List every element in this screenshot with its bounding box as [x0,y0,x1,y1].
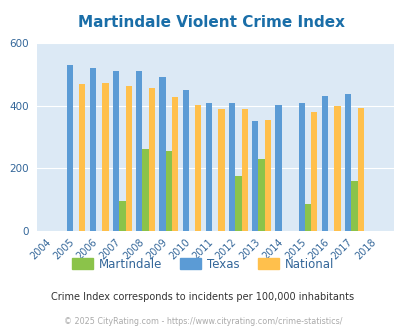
Bar [195,105,201,231]
Bar [165,151,171,231]
Bar [142,149,148,231]
Text: Crime Index corresponds to incidents per 100,000 inhabitants: Crime Index corresponds to incidents per… [51,292,354,302]
Bar [350,181,357,231]
Bar [321,96,327,231]
Bar [136,71,142,231]
Legend: Martindale, Texas, National: Martindale, Texas, National [68,254,337,274]
Bar [182,90,188,231]
Bar [79,84,85,231]
Bar [90,68,96,231]
Bar [258,159,264,231]
Text: Martindale Violent Crime Index: Martindale Violent Crime Index [77,15,344,30]
Bar [275,105,281,231]
Bar [241,109,247,231]
Bar [218,109,224,231]
Bar [119,201,125,231]
Bar [205,103,211,231]
Bar [357,108,363,231]
Bar [125,86,132,231]
Bar [344,94,350,231]
Bar [310,113,317,231]
Bar [228,103,234,231]
Bar [102,83,108,231]
Bar [113,71,119,231]
Bar [234,176,241,231]
Bar [333,106,340,231]
Bar [304,204,310,231]
Bar [171,97,178,231]
Bar [159,78,165,231]
Bar [298,103,304,231]
Bar [252,121,258,231]
Text: © 2025 CityRating.com - https://www.cityrating.com/crime-statistics/: © 2025 CityRating.com - https://www.city… [64,317,341,326]
Bar [148,88,155,231]
Bar [264,120,270,231]
Bar [66,65,72,231]
